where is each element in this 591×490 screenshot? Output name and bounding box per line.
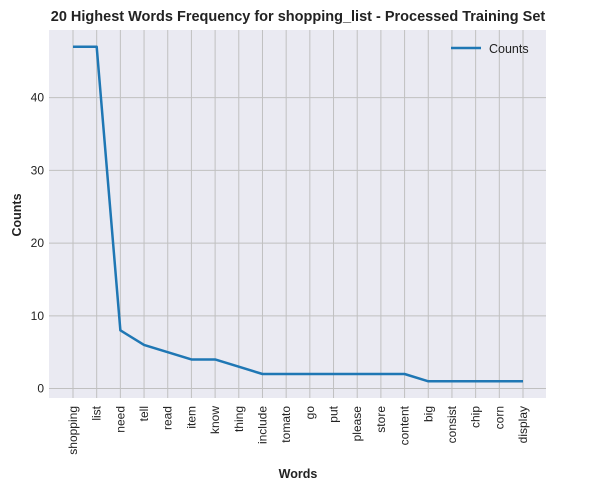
x-tick-label: read bbox=[161, 406, 175, 430]
x-tick-label: go bbox=[303, 406, 317, 420]
chart-title: 20 Highest Words Frequency for shopping_… bbox=[51, 9, 546, 25]
y-tick-label: 10 bbox=[31, 309, 45, 323]
x-tick-label: tell bbox=[137, 406, 151, 421]
legend: Counts bbox=[451, 42, 529, 56]
x-tick-label: chip bbox=[469, 406, 483, 428]
plot-area bbox=[49, 30, 546, 398]
x-tick-label: item bbox=[184, 406, 198, 429]
x-tick-label: know bbox=[208, 406, 222, 434]
x-tick-label: include bbox=[255, 406, 269, 444]
x-axis-label: Words bbox=[279, 467, 318, 481]
series-layer bbox=[73, 45, 523, 383]
legend-label-counts: Counts bbox=[489, 42, 529, 56]
x-tick-label: consist bbox=[445, 405, 459, 443]
series-line-counts bbox=[73, 45, 523, 383]
y-tick-label: 0 bbox=[37, 382, 44, 396]
x-tick-label: content bbox=[398, 405, 412, 445]
x-tick-label: thing bbox=[232, 406, 246, 432]
y-axis-label: Counts bbox=[10, 193, 24, 236]
y-tick-label: 20 bbox=[31, 236, 45, 250]
x-tick-label: tomato bbox=[279, 406, 293, 443]
grid bbox=[49, 30, 546, 398]
x-tick-label: list bbox=[90, 405, 104, 420]
y-tick-label: 30 bbox=[31, 163, 45, 177]
x-axis-ticks: shopping list need tell read item know thing inc… bbox=[66, 405, 530, 454]
x-tick-label: shopping bbox=[66, 406, 80, 455]
y-axis-ticks: 0 10 20 30 40 bbox=[31, 91, 45, 396]
x-tick-label: store bbox=[374, 406, 388, 433]
x-tick-label: corn bbox=[492, 406, 506, 429]
x-tick-label: please bbox=[350, 406, 364, 442]
x-tick-label: put bbox=[327, 405, 341, 422]
x-tick-label: big bbox=[421, 406, 435, 422]
x-tick-label: need bbox=[113, 406, 127, 433]
y-tick-label: 40 bbox=[31, 91, 45, 105]
x-tick-label: display bbox=[516, 406, 530, 443]
